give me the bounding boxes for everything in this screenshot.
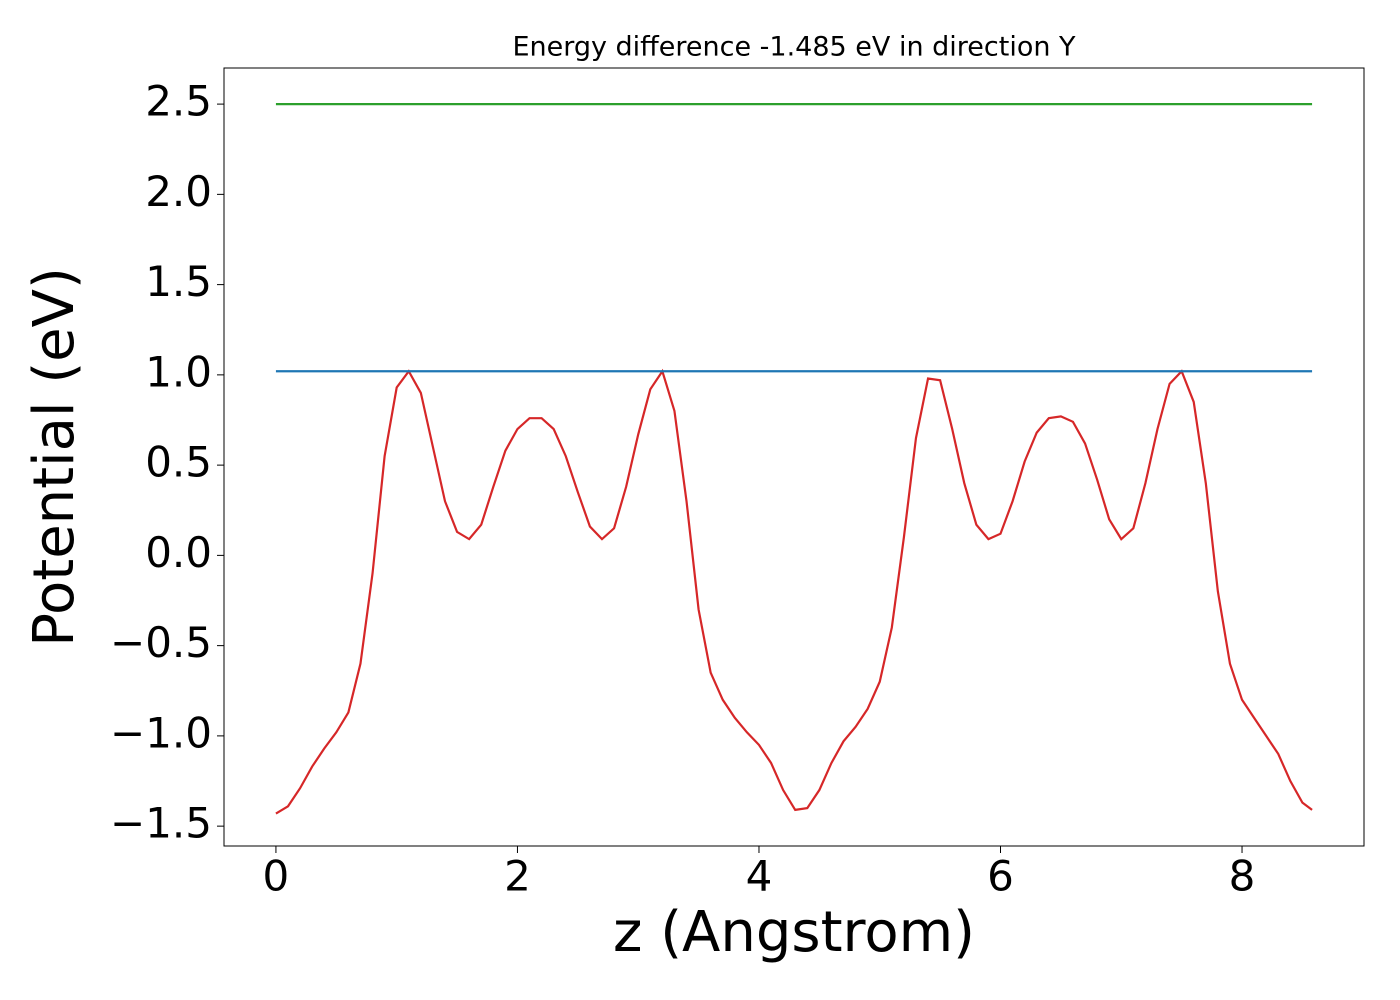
y-tick-label: 2.0 [145,167,212,216]
y-tick-label: −1.0 [110,708,212,757]
plot-frame [223,67,1365,847]
y-tick-label: 0.0 [145,528,212,577]
y-tick-label: 0.5 [145,438,212,487]
y-tick-label: 1.5 [145,257,212,306]
y-tick-label: 2.5 [145,77,212,126]
x-tick-label: 0 [263,852,290,901]
line-series [275,368,1313,815]
y-tick-label: −0.5 [110,618,212,667]
y-tick-label: −1.5 [110,799,212,848]
y-tick-label: 1.0 [145,347,212,396]
x-axis-label: z (Angstrom) [613,900,975,965]
x-tick-label: 6 [987,852,1014,901]
x-tick-label: 4 [746,852,773,901]
chart-title: Energy difference -1.485 eV in direction… [512,32,1076,63]
x-tick-label: 8 [1229,852,1256,901]
x-tick-label: 2 [504,852,531,901]
y-axis-label: Potential (eV) [22,267,87,647]
